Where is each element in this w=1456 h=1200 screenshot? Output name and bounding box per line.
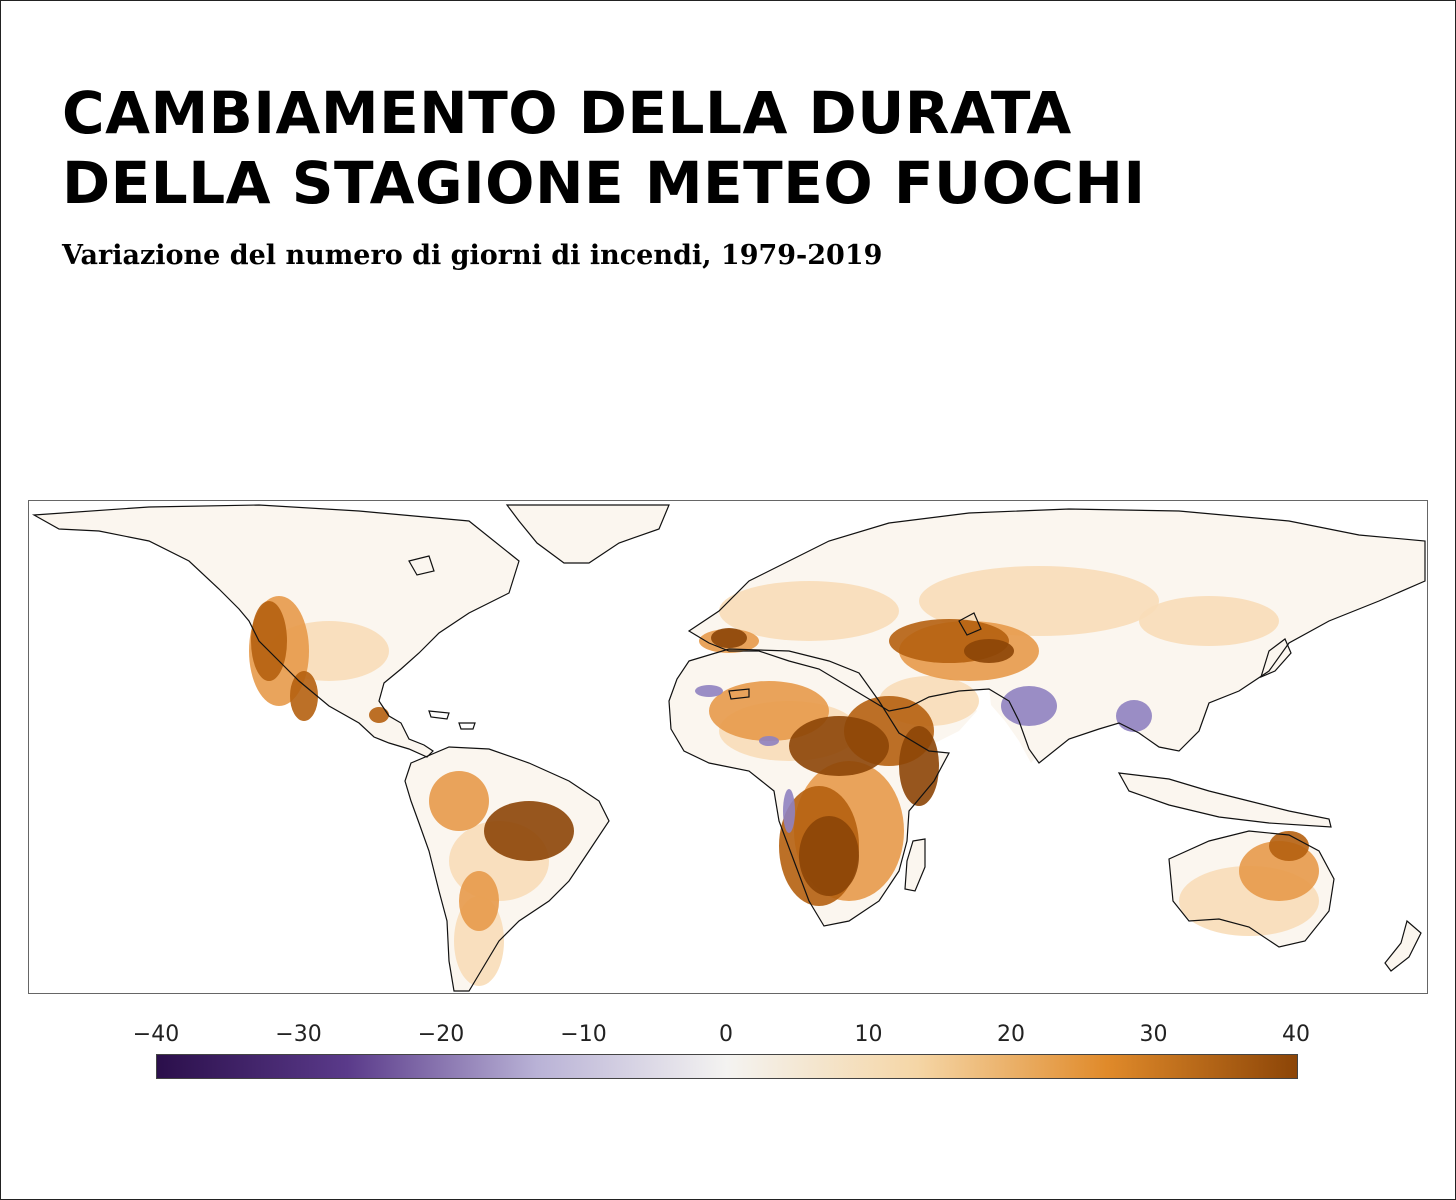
figure-subtitle: Variazione del numero di giorni di incen… xyxy=(62,240,883,271)
colorbar-tick: −40 xyxy=(132,1022,180,1047)
colorbar-tick: −10 xyxy=(560,1022,607,1047)
colorbar-tick: −20 xyxy=(417,1022,465,1047)
colorbar-tick: 10 xyxy=(854,1022,883,1047)
colorbar-tick-labels: −40 −30 −20 −10 0 10 20 30 40 xyxy=(0,1022,1456,1052)
coastlines xyxy=(31,504,1426,992)
colorbar-tick: 0 xyxy=(719,1022,733,1047)
colorbar-tick: 30 xyxy=(1139,1022,1168,1047)
indonesia-land xyxy=(1119,773,1331,827)
new-zealand-land xyxy=(1385,921,1421,971)
colorbar-tick: 40 xyxy=(1282,1022,1310,1047)
world-map-panel xyxy=(28,500,1428,994)
world-map xyxy=(31,504,1426,992)
madagascar-land xyxy=(905,839,925,891)
colorbar-gradient xyxy=(156,1054,1298,1079)
colorbar-tick: −30 xyxy=(275,1022,322,1047)
greenland-land xyxy=(507,505,669,563)
increase-darkest-regions xyxy=(484,628,1014,896)
figure-title: CAMBIAMENTO DELLA DURATA DELLA STAGIONE … xyxy=(62,79,1146,217)
decrease-regions xyxy=(695,685,1152,833)
japan-land xyxy=(1261,639,1291,677)
colorbar-tick: 20 xyxy=(997,1022,1025,1047)
